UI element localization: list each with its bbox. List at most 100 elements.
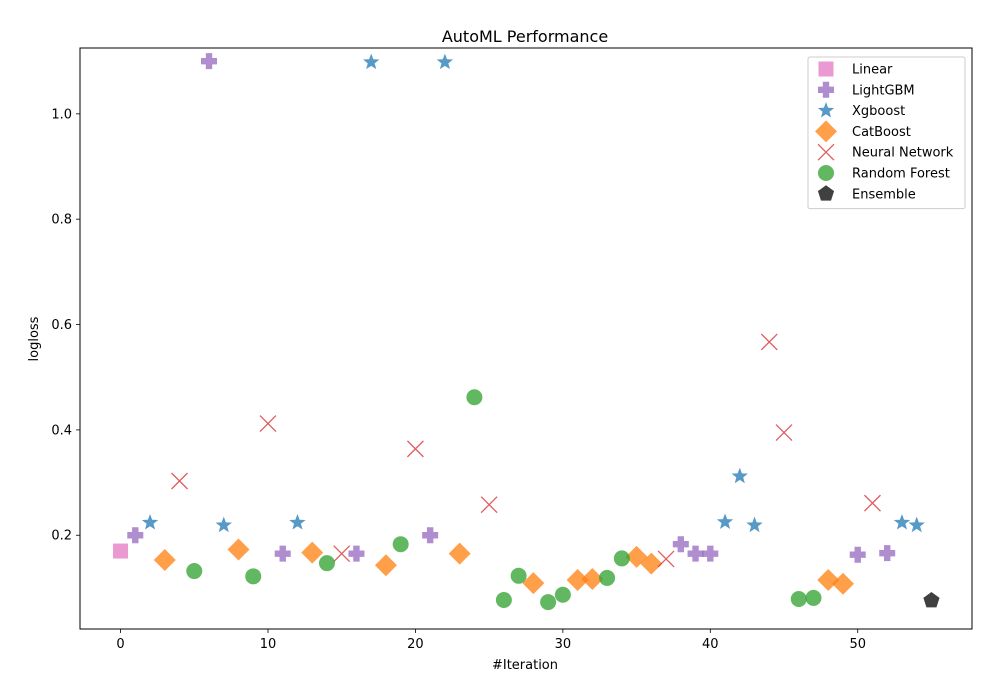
point-lightgbm: [849, 546, 866, 563]
point-catboost: [301, 541, 324, 564]
chart-title: AutoML Performance: [442, 27, 608, 46]
point-lightgbm: [201, 53, 218, 70]
legend-marker-lightgbm: [818, 81, 834, 98]
series-random-forest: [186, 389, 822, 611]
legend-item-xgboost: Xgboost: [817, 102, 905, 119]
legend-item-random-forest: Random Forest: [818, 165, 950, 182]
x-tick-label: 20: [407, 637, 424, 652]
legend-item-catboost: CatBoost: [815, 120, 911, 143]
point-neural-network: [775, 424, 793, 441]
y-tick-label: 1.0: [51, 107, 72, 122]
plot-area: [79, 47, 973, 630]
y-axis-label: logloss: [27, 316, 42, 361]
point-lightgbm: [687, 545, 704, 562]
point-random-forest: [495, 592, 512, 609]
legend-marker-xgboost: [817, 102, 835, 118]
point-catboost: [153, 548, 176, 571]
point-lightgbm: [702, 545, 719, 562]
point-random-forest: [466, 389, 483, 406]
legend-item-lightgbm: LightGBM: [818, 81, 915, 98]
series-xgboost: [141, 53, 925, 533]
legend-box: [807, 56, 966, 210]
legend-label: Xgboost: [852, 104, 905, 119]
point-xgboost: [893, 514, 911, 530]
legend-marker-neural-network: [817, 143, 835, 161]
series-neural-network: [171, 333, 881, 568]
point-catboost: [640, 552, 663, 575]
point-random-forest: [392, 536, 409, 553]
point-catboost: [448, 542, 471, 565]
point-neural-network: [864, 494, 881, 512]
point-xgboost: [289, 514, 306, 530]
point-catboost: [566, 569, 589, 592]
series-linear: [113, 543, 129, 559]
x-tick-label: 40: [702, 637, 719, 652]
point-xgboost: [436, 53, 454, 70]
point-random-forest: [510, 567, 527, 584]
series-catboost: [153, 538, 854, 595]
point-xgboost: [746, 516, 763, 533]
legend-marker-ensemble: [817, 185, 835, 201]
point-xgboost: [141, 514, 159, 530]
y-tick-label: 0.4: [51, 423, 72, 438]
x-axis: 0 10 20 30 40 50: [116, 629, 866, 652]
point-random-forest: [540, 594, 557, 611]
legend-label: Linear: [852, 63, 893, 78]
point-catboost: [581, 567, 604, 590]
y-tick-label: 0.6: [51, 318, 72, 333]
point-catboost: [831, 572, 854, 595]
x-tick-label: 50: [849, 637, 866, 652]
point-neural-network: [171, 472, 188, 490]
point-catboost: [522, 572, 545, 595]
point-neural-network: [259, 415, 277, 433]
y-axis: 0.2 0.4 0.6 0.8 1.0: [51, 107, 80, 544]
legend-marker-random-forest: [818, 165, 834, 181]
point-neural-network: [480, 496, 498, 514]
point-lightgbm: [348, 545, 365, 562]
point-random-forest: [245, 568, 262, 585]
x-tick-label: 30: [555, 637, 572, 652]
legend-label: Neural Network: [852, 146, 954, 161]
point-lightgbm: [422, 527, 439, 544]
point-random-forest: [186, 563, 203, 580]
point-neural-network: [406, 440, 424, 458]
point-lightgbm: [274, 545, 291, 562]
point-random-forest: [613, 550, 630, 567]
legend-marker-linear: [818, 61, 834, 77]
data-marks: [113, 53, 940, 611]
legend-label: CatBoost: [852, 125, 911, 140]
x-tick-label: 10: [260, 637, 277, 652]
series-ensemble: [923, 592, 940, 608]
point-lightgbm: [672, 536, 689, 553]
point-linear: [113, 543, 129, 559]
point-ensemble: [923, 592, 940, 608]
legend-item-linear: Linear: [818, 61, 893, 78]
point-xgboost: [215, 516, 232, 533]
series-lightgbm: [127, 53, 896, 563]
legend-marker-catboost: [815, 120, 837, 143]
x-axis-label: #Iteration: [492, 658, 558, 673]
point-xgboost: [908, 516, 925, 533]
x-tick-label: 0: [116, 637, 124, 652]
point-xgboost: [363, 53, 380, 70]
point-neural-network: [760, 333, 778, 351]
point-xgboost: [731, 467, 748, 484]
y-tick-label: 0.2: [51, 529, 72, 544]
point-lightgbm: [127, 527, 144, 544]
plot-frame: [79, 47, 973, 630]
point-catboost: [817, 569, 840, 592]
point-random-forest: [790, 590, 807, 607]
point-random-forest: [805, 589, 822, 606]
point-random-forest: [318, 555, 335, 572]
legend-label: Random Forest: [852, 167, 950, 182]
y-tick-label: 0.8: [51, 213, 72, 228]
point-lightgbm: [879, 545, 896, 562]
legend: Linear LightGBM Xgboost CatBoost Neural Netw…: [807, 56, 966, 210]
point-random-forest: [599, 569, 616, 586]
point-random-forest: [554, 586, 571, 603]
point-neural-network: [657, 550, 675, 568]
point-catboost: [374, 554, 397, 577]
point-neural-network: [333, 545, 351, 563]
legend-label: Ensemble: [852, 187, 916, 202]
